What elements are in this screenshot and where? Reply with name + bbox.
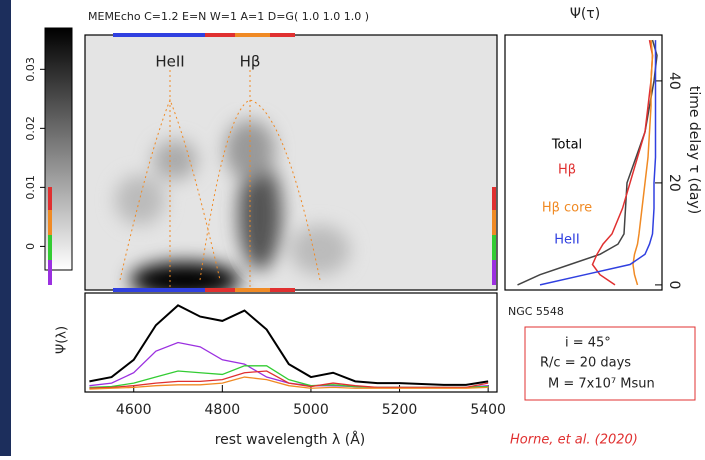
colorbar-tick-label: 0.01 <box>24 175 37 200</box>
delay-frame <box>504 34 663 291</box>
y-tick-label: 40 <box>666 72 682 90</box>
legend-entry: Hβ <box>558 163 576 178</box>
delay-line <box>539 40 657 286</box>
legend-entry: Hβ core <box>542 201 592 216</box>
x-axis-label: rest wavelength λ (Å) <box>215 431 366 448</box>
spectrum-line <box>89 370 489 389</box>
param-box <box>524 326 696 401</box>
panel-title: Ψ(τ) <box>570 6 600 22</box>
spectrum-line <box>89 376 489 390</box>
colorbar-tick-label: 0.02 <box>24 116 37 141</box>
delay-line <box>591 39 654 286</box>
citation: Horne, et al. (2020) <box>510 433 638 448</box>
colorbar-tick-label: 0 <box>24 243 37 250</box>
map-title: MEMEcho C=1.2 E=N W=1 A=1 D=G( 1.0 1.0 1… <box>88 10 369 23</box>
x-tick-label: 5000 <box>293 402 329 418</box>
spectrum-line <box>89 304 489 386</box>
x-tick-label: 5400 <box>470 402 506 418</box>
param: M = 7x10⁷ Msun <box>548 377 655 392</box>
x-tick-label: 4800 <box>205 402 241 418</box>
y2-axis-label: time delay τ (day) <box>686 86 702 214</box>
side-band <box>0 0 11 456</box>
spectrum-frame <box>84 292 498 393</box>
legend-entry: Total <box>551 138 582 153</box>
x-tick-label: 4600 <box>116 402 152 418</box>
y-tick-label: 20 <box>666 174 682 192</box>
y-tick-label: 0 <box>666 280 682 289</box>
object-name: NGC 5548 <box>508 305 564 318</box>
param: i = 45° <box>565 336 611 351</box>
y-axis-label: Ψ(λ) <box>55 326 70 354</box>
annotation: HeII <box>155 53 184 71</box>
annotation: Hβ <box>240 53 261 71</box>
colorbar-tick-label: 0.03 <box>24 57 37 82</box>
legend-entry: HeII <box>554 233 579 248</box>
x-tick-label: 5200 <box>382 402 418 418</box>
heatmap <box>85 35 497 290</box>
range-bars <box>48 33 496 292</box>
param: R/c = 20 days <box>540 356 631 371</box>
